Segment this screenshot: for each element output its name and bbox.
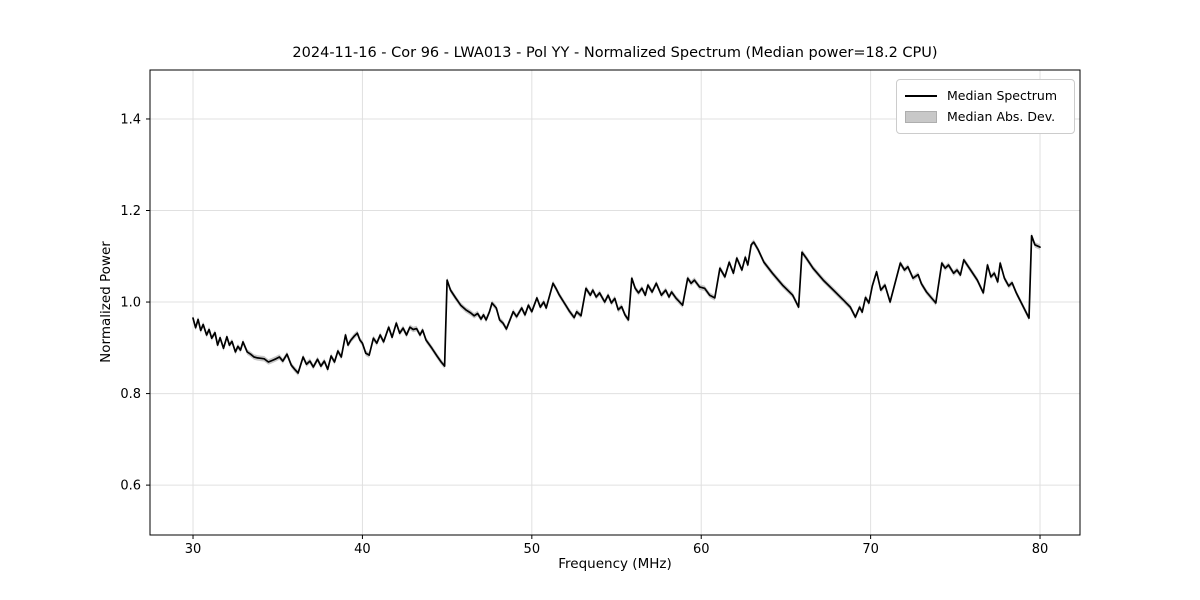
y-tick-label: 0.6 (120, 479, 141, 494)
x-tick-label: 60 (693, 542, 710, 557)
patch-swatch-icon (905, 110, 937, 123)
y-tick-label: 0.8 (120, 387, 141, 402)
x-tick-label: 30 (185, 542, 202, 557)
x-tick-label: 50 (524, 542, 541, 557)
median-spectrum-line (192, 234, 1041, 374)
x-tick-label: 70 (862, 542, 879, 557)
legend-entry-median-spectrum: Median Spectrum (905, 85, 1066, 106)
y-tick-label: 1.2 (120, 204, 141, 219)
legend-box: Median Spectrum Median Abs. Dev. (896, 79, 1075, 134)
legend-entry-median-abs-dev: Median Abs. Dev. (905, 106, 1066, 127)
x-axis-label: Frequency (MHz) (558, 556, 672, 572)
legend-label: Median Abs. Dev. (947, 109, 1056, 124)
y-tick-label: 1.4 (120, 112, 141, 127)
line-swatch-icon (905, 94, 937, 97)
x-tick-label: 80 (1032, 542, 1049, 557)
chart-title: 2024-11-16 - Cor 96 - LWA013 - Pol YY - … (292, 45, 938, 61)
y-tick-label: 1.0 (120, 296, 141, 311)
legend-label: Median Spectrum (947, 88, 1058, 103)
x-tick-label: 40 (354, 542, 371, 557)
y-axis-label: Normalized Power (98, 241, 114, 363)
